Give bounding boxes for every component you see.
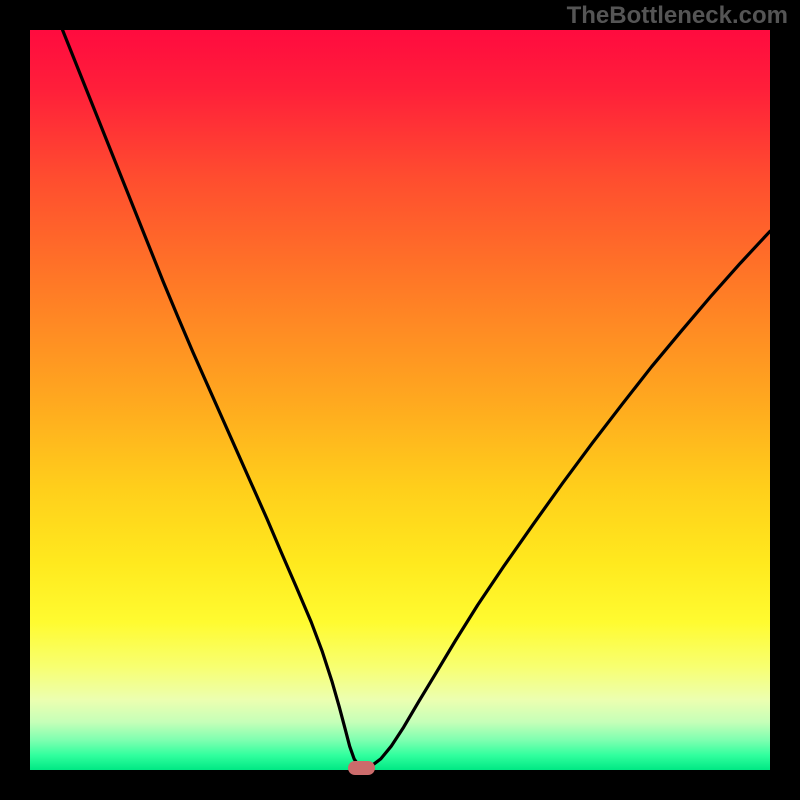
bottleneck-curve	[30, 30, 770, 770]
watermark-text: TheBottleneck.com	[567, 2, 788, 30]
chart-container: TheBottleneck.com	[0, 0, 800, 800]
plot-area	[30, 30, 770, 770]
optimal-point-marker	[348, 761, 375, 775]
